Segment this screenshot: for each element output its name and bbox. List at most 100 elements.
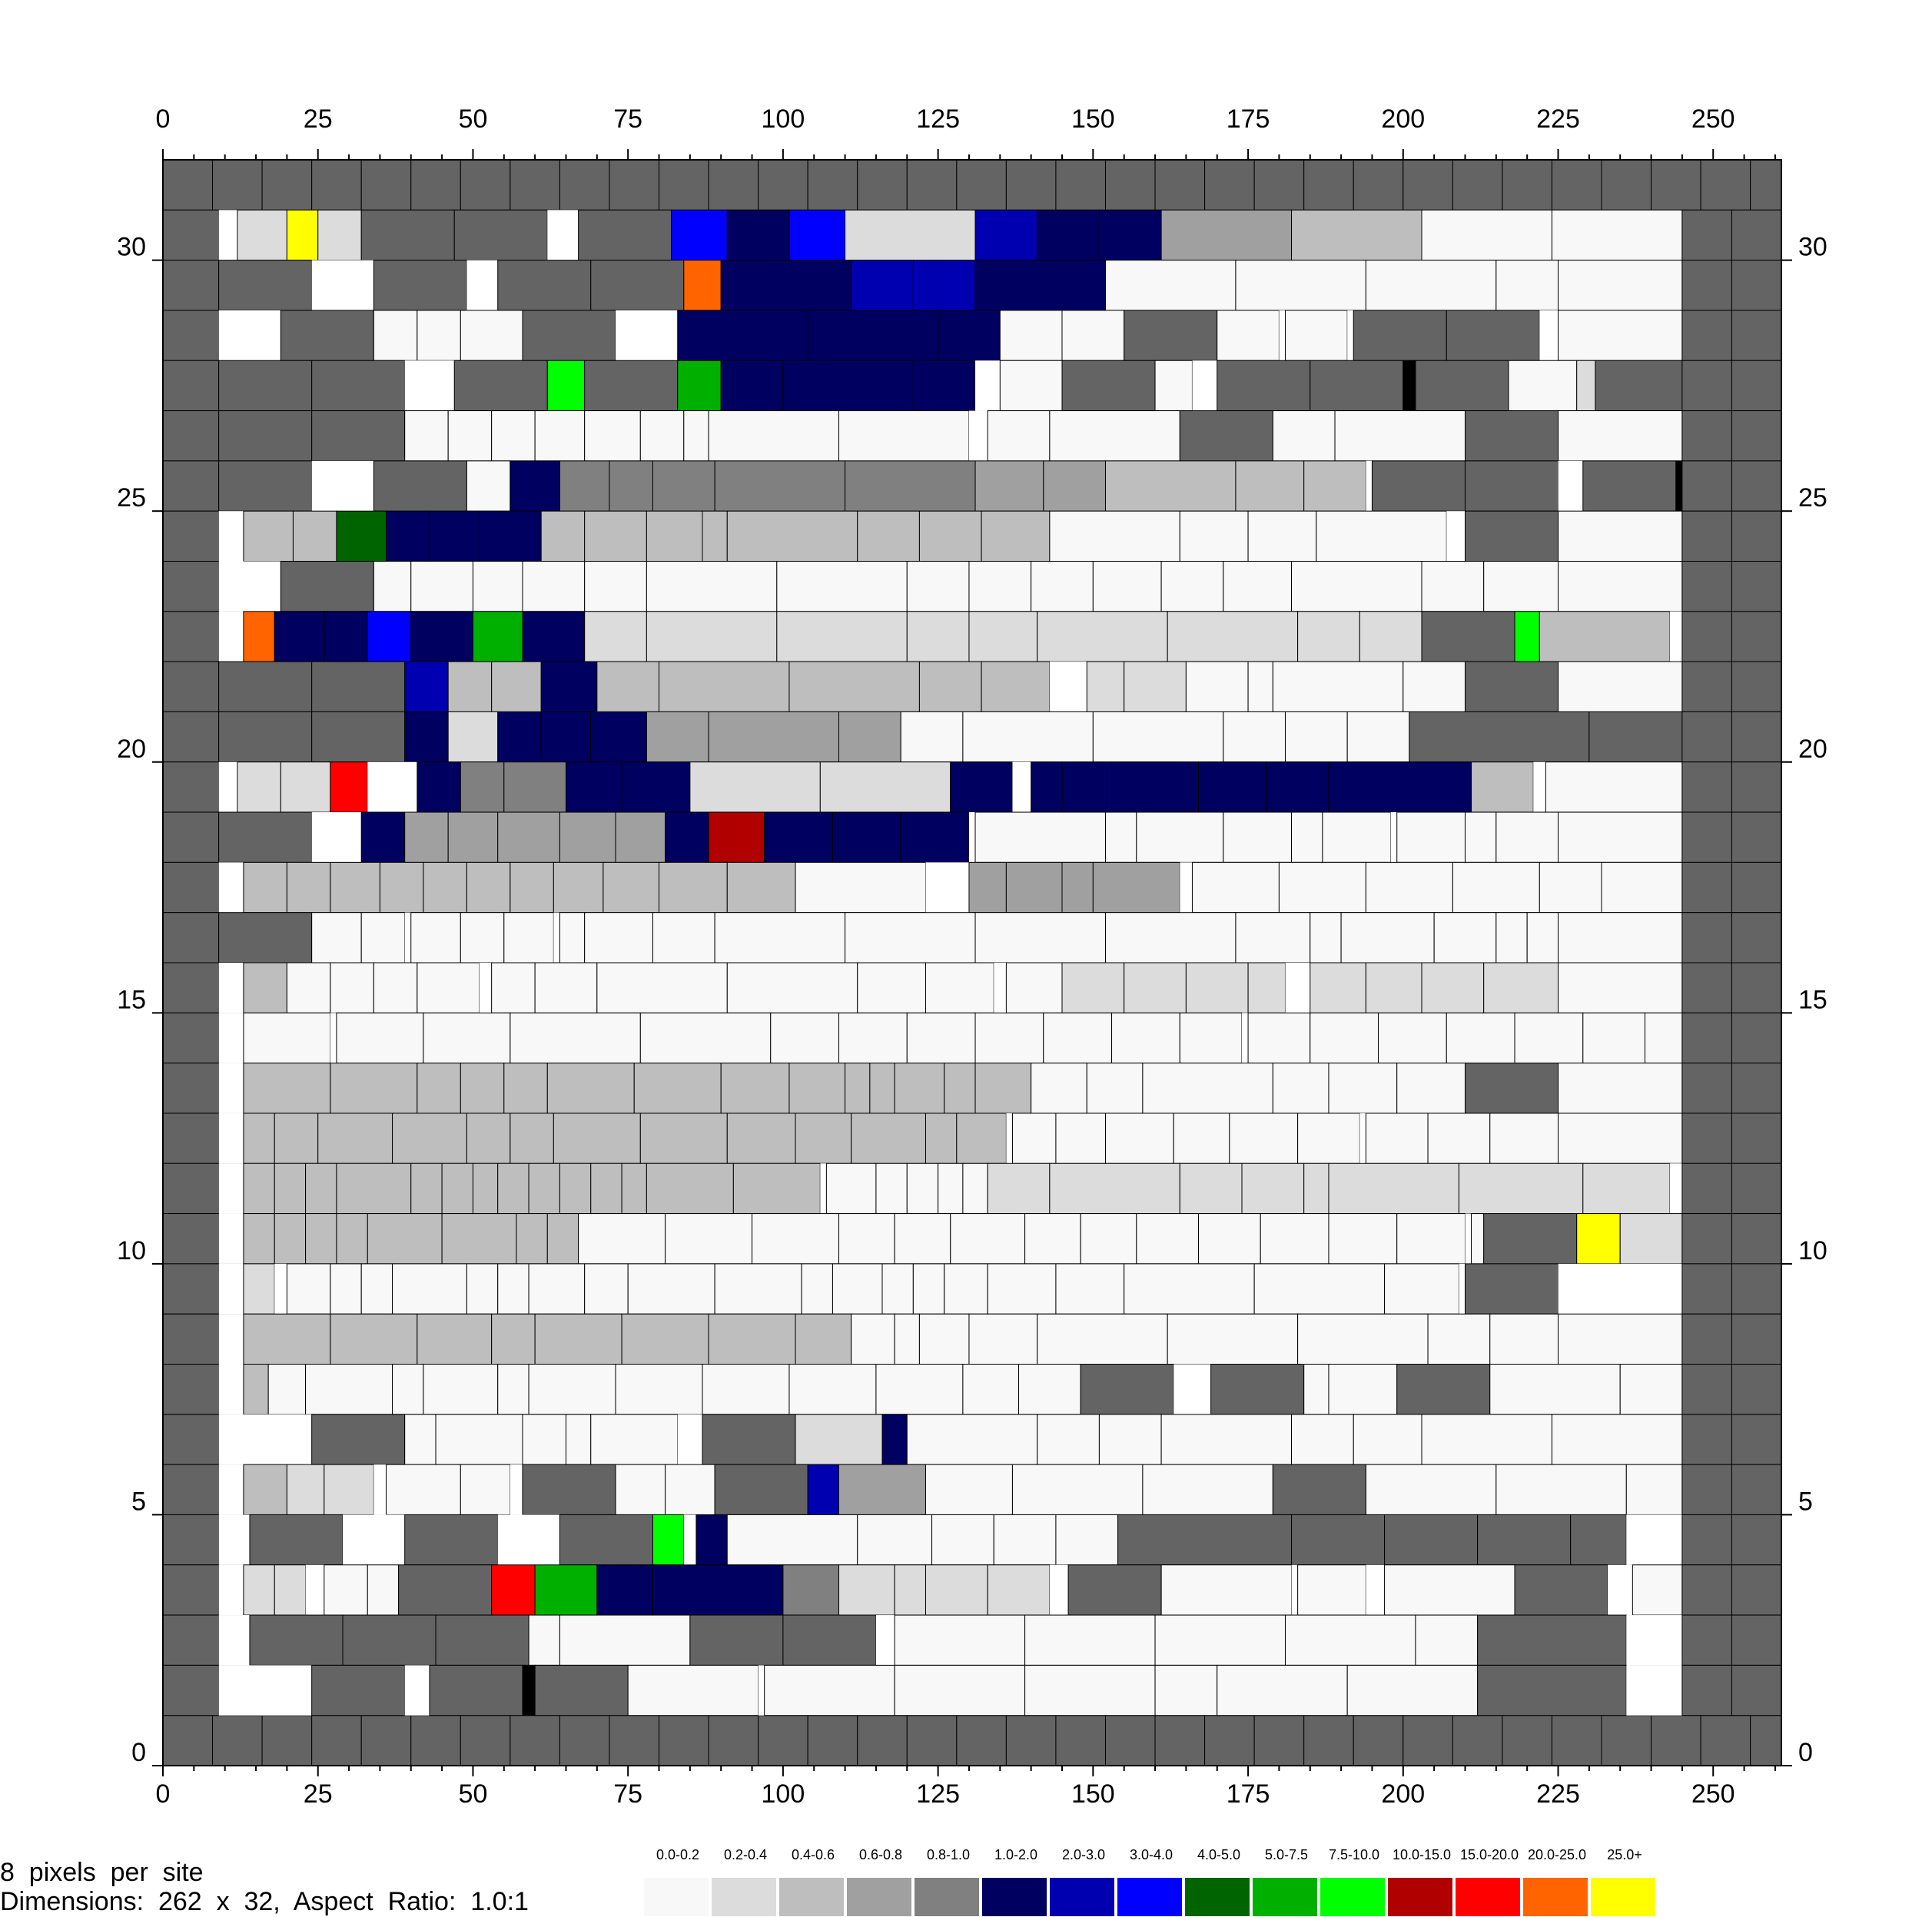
heatmap-cell <box>788 1364 877 1415</box>
heatmap-cell <box>1031 561 1094 612</box>
heatmap-cell <box>925 1564 988 1616</box>
heatmap-cell <box>1558 811 1683 863</box>
heatmap-cell <box>720 1063 790 1114</box>
heatmap-cell <box>1558 1263 1682 1315</box>
heatmap-cell <box>875 1615 895 1666</box>
heatmap-cell <box>218 1364 244 1415</box>
heatmap-cell <box>243 611 275 662</box>
heatmap-cell <box>1601 861 1683 914</box>
border-cell-top <box>1204 159 1255 211</box>
heatmap-cell <box>280 561 374 612</box>
heatmap-cell <box>851 1113 926 1164</box>
border-cell-left <box>162 1614 220 1666</box>
heatmap-cell <box>522 1664 536 1716</box>
heatmap-cell <box>987 1564 1051 1616</box>
legend-label: 0.8-1.0 <box>927 1847 970 1862</box>
heatmap-cell <box>274 1162 307 1215</box>
heatmap-cell <box>1675 460 1683 512</box>
heatmap-cell <box>1539 611 1671 662</box>
border-cell-right <box>1731 861 1782 914</box>
heatmap-cell <box>546 360 586 412</box>
heatmap-cell <box>497 1514 560 1565</box>
border-cell-left <box>162 861 220 914</box>
border-cell-right <box>1731 1664 1782 1716</box>
x-tick-label-bottom: 0 <box>156 1779 171 1809</box>
heatmap-cell <box>1421 561 1485 612</box>
heatmap-cell <box>336 1012 424 1064</box>
border-cell-right <box>1731 260 1782 311</box>
legend-label: 10.0-15.0 <box>1393 1847 1451 1862</box>
legend-label: 0.4-0.6 <box>792 1847 835 1862</box>
heatmap-cell <box>683 410 709 462</box>
heatmap-cell <box>1154 360 1193 412</box>
heatmap-cell <box>274 1564 307 1616</box>
heatmap-cell <box>447 661 493 712</box>
y-tick-label-left: 20 <box>117 735 146 764</box>
heatmap-cell <box>243 1464 287 1515</box>
heatmap-cell <box>974 1063 1032 1114</box>
heatmap-cell <box>671 209 728 261</box>
heatmap-cell <box>1632 1564 1683 1616</box>
heatmap-cell <box>1061 761 1113 813</box>
heatmap-cell <box>466 460 511 512</box>
border-cell-left <box>162 1514 220 1566</box>
heatmap-cell <box>894 1614 1026 1666</box>
heatmap-cell <box>1272 1464 1366 1515</box>
x-tick-label-top: 100 <box>762 104 805 134</box>
heatmap-cell <box>1291 1564 1298 1616</box>
border-cell-right <box>1731 310 1782 361</box>
heatmap-cell <box>497 1263 529 1315</box>
heatmap-cell <box>373 1464 387 1515</box>
x-tick-label-bottom: 50 <box>459 1779 488 1809</box>
heatmap-cell <box>1477 1664 1627 1716</box>
heatmap-cell <box>218 1665 312 1716</box>
heatmap-cell <box>441 1213 517 1265</box>
heatmap-cell <box>1464 510 1559 562</box>
heatmap-cell <box>447 711 499 763</box>
heatmap-cell <box>1180 862 1193 913</box>
border-cell-right <box>1731 1514 1782 1566</box>
heatmap-cell <box>373 310 418 361</box>
heatmap-cell <box>404 711 449 763</box>
heatmap-cell <box>1067 1564 1162 1616</box>
heatmap-cell <box>900 811 970 863</box>
heatmap-cell <box>1477 1614 1627 1666</box>
heatmap-cell <box>218 1615 250 1666</box>
y-tick-label-right: 15 <box>1798 985 1827 1014</box>
heatmap-cell <box>987 1263 1057 1315</box>
heatmap-cell <box>925 1113 958 1164</box>
heatmap-cell <box>472 611 523 662</box>
heatmap-cell <box>1310 360 1404 412</box>
heatmap-cell <box>1104 1113 1174 1164</box>
heatmap-cell <box>1365 1464 1497 1515</box>
heatmap-cell <box>1595 360 1683 412</box>
border-cell-right <box>1681 460 1732 512</box>
border-cell-left <box>162 1564 220 1616</box>
heatmap-cell <box>726 861 796 914</box>
heatmap-cell <box>1582 1162 1671 1215</box>
heatmap-cell <box>367 1213 443 1265</box>
border-cell-left <box>162 1263 220 1315</box>
heatmap-cell <box>218 360 313 412</box>
heatmap-cell <box>218 260 313 311</box>
heatmap-cell <box>1185 962 1249 1013</box>
border-cell-bottom <box>460 1715 511 1766</box>
heatmap-cell <box>1421 962 1485 1013</box>
heatmap-cell <box>918 1313 970 1365</box>
border-cell-bottom <box>1303 1715 1354 1766</box>
heatmap-cell <box>218 761 237 813</box>
heatmap-cell <box>522 561 586 612</box>
border-cell-bottom <box>162 1715 214 1766</box>
border-cell-top <box>360 159 412 211</box>
heatmap-cell <box>851 1313 895 1365</box>
heatmap-cell <box>1558 1113 1683 1164</box>
border-cell-right <box>1731 1162 1782 1215</box>
heatmap-cell <box>330 861 380 914</box>
heatmap-cell <box>1024 1664 1156 1716</box>
heatmap-cell <box>385 1464 461 1515</box>
heatmap-cell <box>975 360 1001 411</box>
border-cell-left <box>162 410 220 462</box>
heatmap-cell <box>1477 1514 1572 1566</box>
heatmap-cell <box>243 1063 331 1114</box>
heatmap-cell <box>218 1414 312 1465</box>
